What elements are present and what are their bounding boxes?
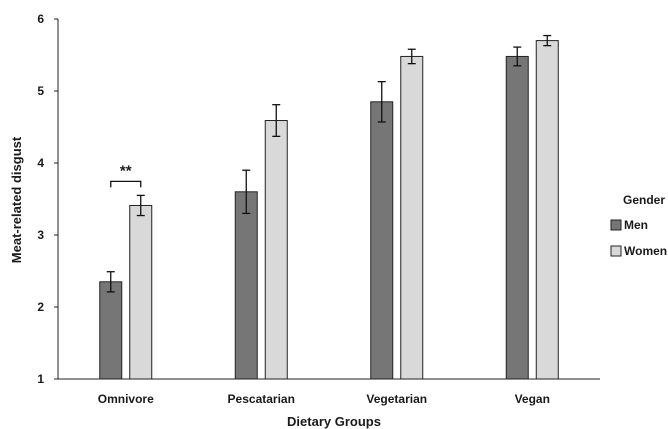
legend: Gender Men Women [610,193,667,258]
significance-bracket [110,180,142,188]
y-axis-ticks: 1 2 3 4 5 6 [37,12,58,386]
significance-annotation: ** [110,162,142,188]
bar-men-omnivore [99,281,123,380]
x-tick-label: Pescatarian [228,392,295,406]
legend-title: Gender [623,193,665,207]
bar-women-vegetarian [400,55,424,380]
y-axis-title: Meat-related disgust [9,136,24,263]
x-axis-title: Dietary Groups [287,414,381,429]
x-tick-label: Vegan [515,392,550,406]
bar-women-omnivore [129,204,153,380]
error-bar [242,169,251,215]
legend-swatch-men [610,219,622,231]
x-tick-label: Omnivore [98,392,154,406]
error-bar [136,194,145,217]
bar-men-vegan [505,55,529,380]
error-bar [106,271,115,293]
x-axis-ticks: Omnivore Pescatarian Vegetarian Vegan [98,392,550,406]
significance-stars: ** [120,162,132,179]
error-bar [407,48,416,65]
y-tick-label: 6 [37,12,44,26]
y-tick-label: 2 [37,300,44,314]
legend-label-men: Men [624,218,648,232]
error-bar [513,46,522,67]
legend-swatch-women [610,245,622,257]
x-tick-label: Vegetarian [366,392,427,406]
y-tick-label: 4 [37,156,44,170]
bar-women-vegan [535,40,559,380]
y-tick-label: 5 [37,84,44,98]
bars [99,34,559,380]
y-tick-label: 1 [37,372,44,386]
legend-label-women: Women [624,244,667,258]
bar-women-pescatarian [264,120,288,380]
error-bar [377,80,386,123]
bar-men-pescatarian [234,191,258,380]
error-bar [272,104,281,138]
y-tick-label: 3 [37,228,44,242]
bar-men-vegetarian [370,101,394,380]
error-bar [543,34,552,47]
